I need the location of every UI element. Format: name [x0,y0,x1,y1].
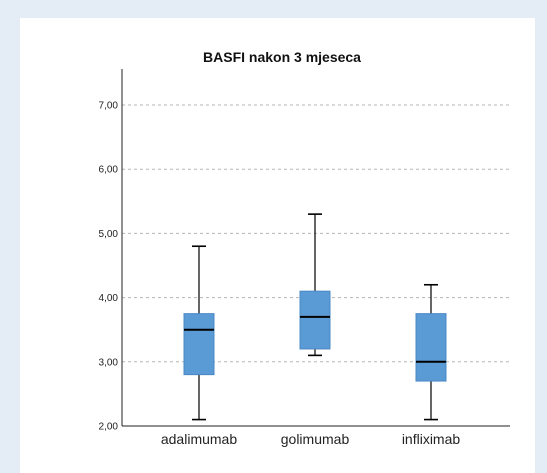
iqr-box [415,313,447,382]
y-tick-label: 5,00 [99,229,119,240]
x-tick-label: golimumab [281,431,350,447]
x-tick-label: infliximab [402,431,461,447]
y-tick-labels: 2,00 3,00 4,00 5,00 6,00 7,00 [99,101,119,433]
y-tick-label: 3,00 [99,357,119,368]
box-infliximab [415,283,447,421]
axes [121,69,510,427]
y-tick-label: 4,00 [99,293,119,304]
iqr-box [183,313,215,376]
iqr-box [299,290,331,350]
x-tick-label: adalimumab [161,431,237,447]
box-golimumab [299,213,331,357]
box-adalimumab [183,245,215,421]
y-tick-label: 2,00 [99,422,119,433]
chart-title: BASFI nakon 3 mjeseca [203,49,361,65]
boxes [183,213,447,421]
plot-panel [20,18,535,473]
y-tick-label: 7,00 [99,101,119,112]
y-tick-label: 6,00 [99,165,119,176]
x-tick-labels: adalimumab golimumab infliximab [161,431,461,447]
